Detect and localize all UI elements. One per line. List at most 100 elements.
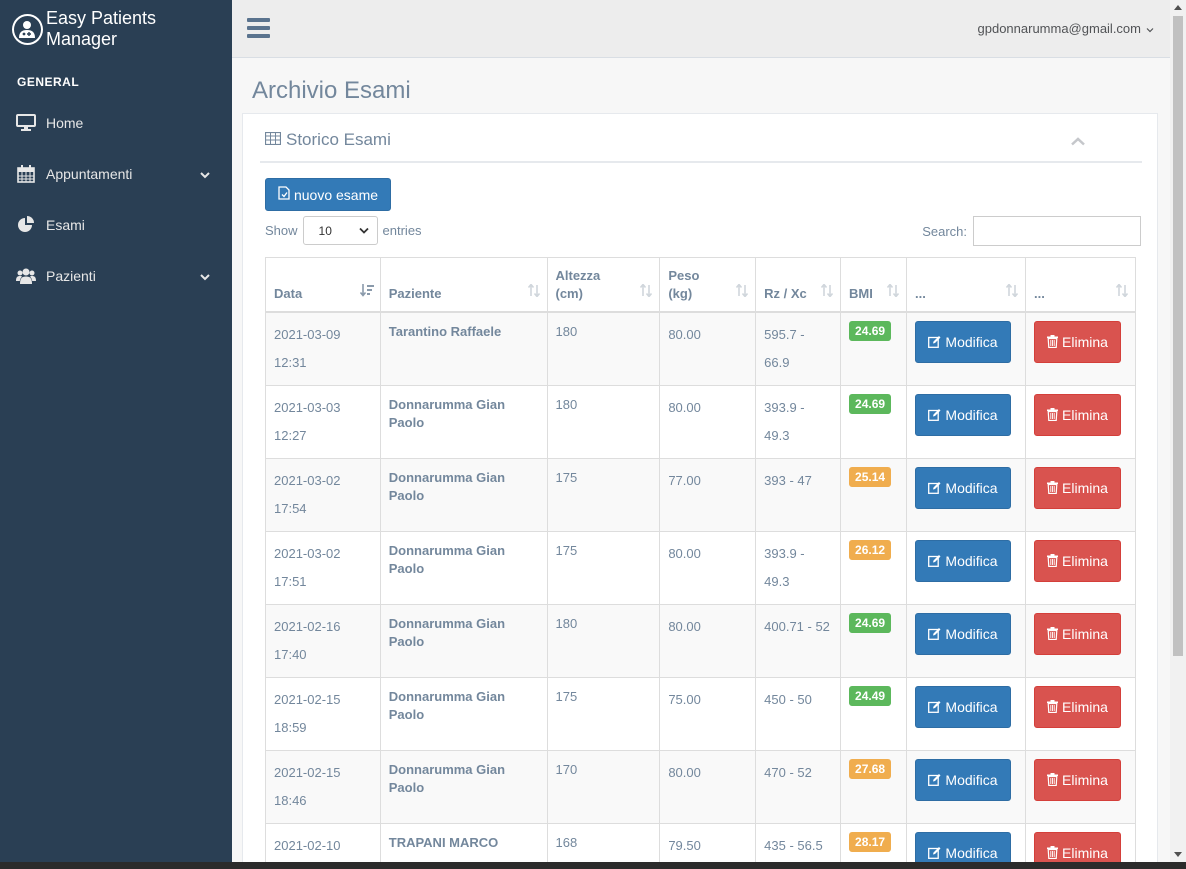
window-bottom-edge xyxy=(0,862,1186,869)
trash-icon xyxy=(1047,700,1059,713)
show-label: Show xyxy=(265,223,298,238)
edit-label: Modifica xyxy=(945,406,998,423)
delete-button[interactable]: Elimina xyxy=(1033,320,1121,363)
cell-delete: Elimina xyxy=(1024,676,1137,751)
trash-icon xyxy=(1047,335,1059,348)
column-header-altezza[interactable]: Altezza (cm) xyxy=(546,257,661,313)
table-row: 2021-02-10 TRAPANI MARCO 168 79.50 435 - 56.… xyxy=(265,822,1137,869)
edit-button[interactable]: Modifica xyxy=(915,612,1011,655)
cell-weight: 80.00 xyxy=(659,384,757,459)
page-scrollbar[interactable] xyxy=(1170,0,1186,862)
cell-height: 168 xyxy=(546,822,661,869)
edit-button[interactable]: Modifica xyxy=(915,758,1011,801)
new-exam-button[interactable]: nuovo esame xyxy=(265,178,391,211)
cell-height: 180 xyxy=(546,384,661,459)
sidebar-item-appuntamenti[interactable]: Appuntamenti xyxy=(0,148,232,199)
edit-icon xyxy=(928,481,941,494)
bmi-badge: 24.49 xyxy=(849,685,892,706)
sidebar-item-pazienti[interactable]: Pazienti xyxy=(0,250,232,301)
cell-delete: Elimina xyxy=(1024,530,1137,605)
trash-icon xyxy=(1047,481,1059,494)
edit-button[interactable]: Modifica xyxy=(915,685,1011,728)
column-header-delete[interactable]: ... xyxy=(1024,257,1137,313)
cell-edit: Modifica xyxy=(906,676,1026,751)
edit-button[interactable]: Modifica xyxy=(915,466,1011,509)
edit-label: Modifica xyxy=(945,771,998,788)
column-header-peso[interactable]: Peso (kg) xyxy=(659,257,757,313)
scroll-up-arrow-icon[interactable] xyxy=(1174,5,1182,10)
column-header-paziente[interactable]: Paziente xyxy=(379,257,548,313)
user-email: gpdonnarumma@gmail.com xyxy=(977,21,1142,36)
exams-table-body: 2021-03-09 12:31 Tarantino Raffaele 180 80.0… xyxy=(265,311,1137,869)
cell-height: 175 xyxy=(546,457,661,532)
sort-icon xyxy=(639,282,653,302)
cell-rz-xc: 393.9 -49.3 xyxy=(755,530,842,605)
table-row: 2021-03-09 12:31 Tarantino Raffaele 180 80.0… xyxy=(265,311,1137,386)
chevron-up-icon[interactable] xyxy=(1071,134,1085,149)
cell-delete: Elimina xyxy=(1024,457,1137,532)
new-exam-label: nuovo esame xyxy=(293,186,379,203)
scroll-thumb[interactable] xyxy=(1173,16,1183,656)
edit-button[interactable]: Modifica xyxy=(915,539,1011,582)
delete-button[interactable]: Elimina xyxy=(1033,758,1121,801)
chevron-down-icon xyxy=(358,227,369,234)
sidebar-item-esami[interactable]: Esami xyxy=(0,199,232,250)
cell-weight: 80.00 xyxy=(659,749,757,824)
column-header-data[interactable]: Data xyxy=(265,257,381,313)
chevron-down-icon xyxy=(200,268,210,284)
sidebar-item-label: Home xyxy=(46,114,84,131)
sidebar-item-home[interactable]: Home xyxy=(0,97,232,148)
edit-button[interactable]: Modifica xyxy=(915,393,1011,436)
sort-icon xyxy=(527,282,541,302)
table-row: 2021-03-03 12:27 Donnarumma Gian Paolo 180 8… xyxy=(265,384,1137,459)
delete-label: Elimina xyxy=(1062,406,1108,423)
table-row: 2021-02-16 17:40 Donnarumma Gian Paolo 180 8… xyxy=(265,603,1137,678)
column-header-edit[interactable]: ... xyxy=(906,257,1026,313)
edit-icon xyxy=(928,408,941,421)
edit-icon xyxy=(928,335,941,348)
cell-rz-xc: 435 - 56.5 xyxy=(755,822,842,869)
edit-button[interactable]: Modifica xyxy=(915,320,1011,363)
edit-label: Modifica xyxy=(945,552,998,569)
top-navigation: gpdonnarumma@gmail.com xyxy=(232,0,1170,58)
edit-icon xyxy=(928,627,941,640)
sidebar-nav: Home Appuntamenti Esami Pazienti xyxy=(0,97,232,301)
delete-label: Elimina xyxy=(1062,333,1108,350)
sort-icon xyxy=(1005,282,1019,302)
cell-edit: Modifica xyxy=(906,384,1026,459)
calendar-icon xyxy=(16,164,36,183)
edit-label: Modifica xyxy=(945,479,998,496)
table-header-row: Data Paziente Altezza (cm) Peso (kg) Rz / … xyxy=(265,257,1137,313)
delete-button[interactable]: Elimina xyxy=(1033,466,1121,509)
cell-date: 2021-02-15 18:46 xyxy=(265,749,381,824)
panel-title-text: Storico Esami xyxy=(286,130,391,149)
cell-height: 180 xyxy=(546,311,661,386)
delete-button[interactable]: Elimina xyxy=(1033,393,1121,436)
sidebar-item-label: Esami xyxy=(46,216,85,233)
cell-height: 170 xyxy=(546,749,661,824)
edit-icon xyxy=(928,846,941,859)
cell-bmi: 27.68 xyxy=(840,749,907,824)
menu-toggle-icon[interactable] xyxy=(247,18,270,38)
column-header-rz-xc[interactable]: Rz / Xc xyxy=(755,257,842,313)
cell-weight: 80.00 xyxy=(659,311,757,386)
cell-rz-xc: 595.7 -66.9 xyxy=(755,311,842,386)
delete-button[interactable]: Elimina xyxy=(1033,685,1121,728)
scroll-down-arrow-icon[interactable] xyxy=(1174,852,1182,857)
search-input[interactable] xyxy=(973,216,1141,246)
table-row: 2021-02-15 18:46 Donnarumma Gian Paolo 170 8… xyxy=(265,749,1137,824)
delete-button[interactable]: Elimina xyxy=(1033,539,1121,582)
entries-select[interactable]: 10 xyxy=(302,216,378,245)
bmi-badge: 24.69 xyxy=(849,612,892,633)
column-header-bmi[interactable]: BMI xyxy=(840,257,907,313)
table-row: 2021-03-02 17:51 Donnarumma Gian Paolo 175 8… xyxy=(265,530,1137,605)
brand[interactable]: Easy Patients Manager xyxy=(0,0,232,58)
user-menu[interactable]: gpdonnarumma@gmail.com xyxy=(978,21,1155,36)
cell-patient: Donnarumma Gian Paolo xyxy=(379,603,548,678)
cell-edit: Modifica xyxy=(906,311,1026,386)
delete-button[interactable]: Elimina xyxy=(1033,612,1121,655)
bmi-badge: 27.68 xyxy=(849,758,892,779)
bmi-badge: 24.69 xyxy=(849,320,892,341)
sidebar-item-label: Appuntamenti xyxy=(46,165,133,182)
cell-delete: Elimina xyxy=(1024,603,1137,678)
